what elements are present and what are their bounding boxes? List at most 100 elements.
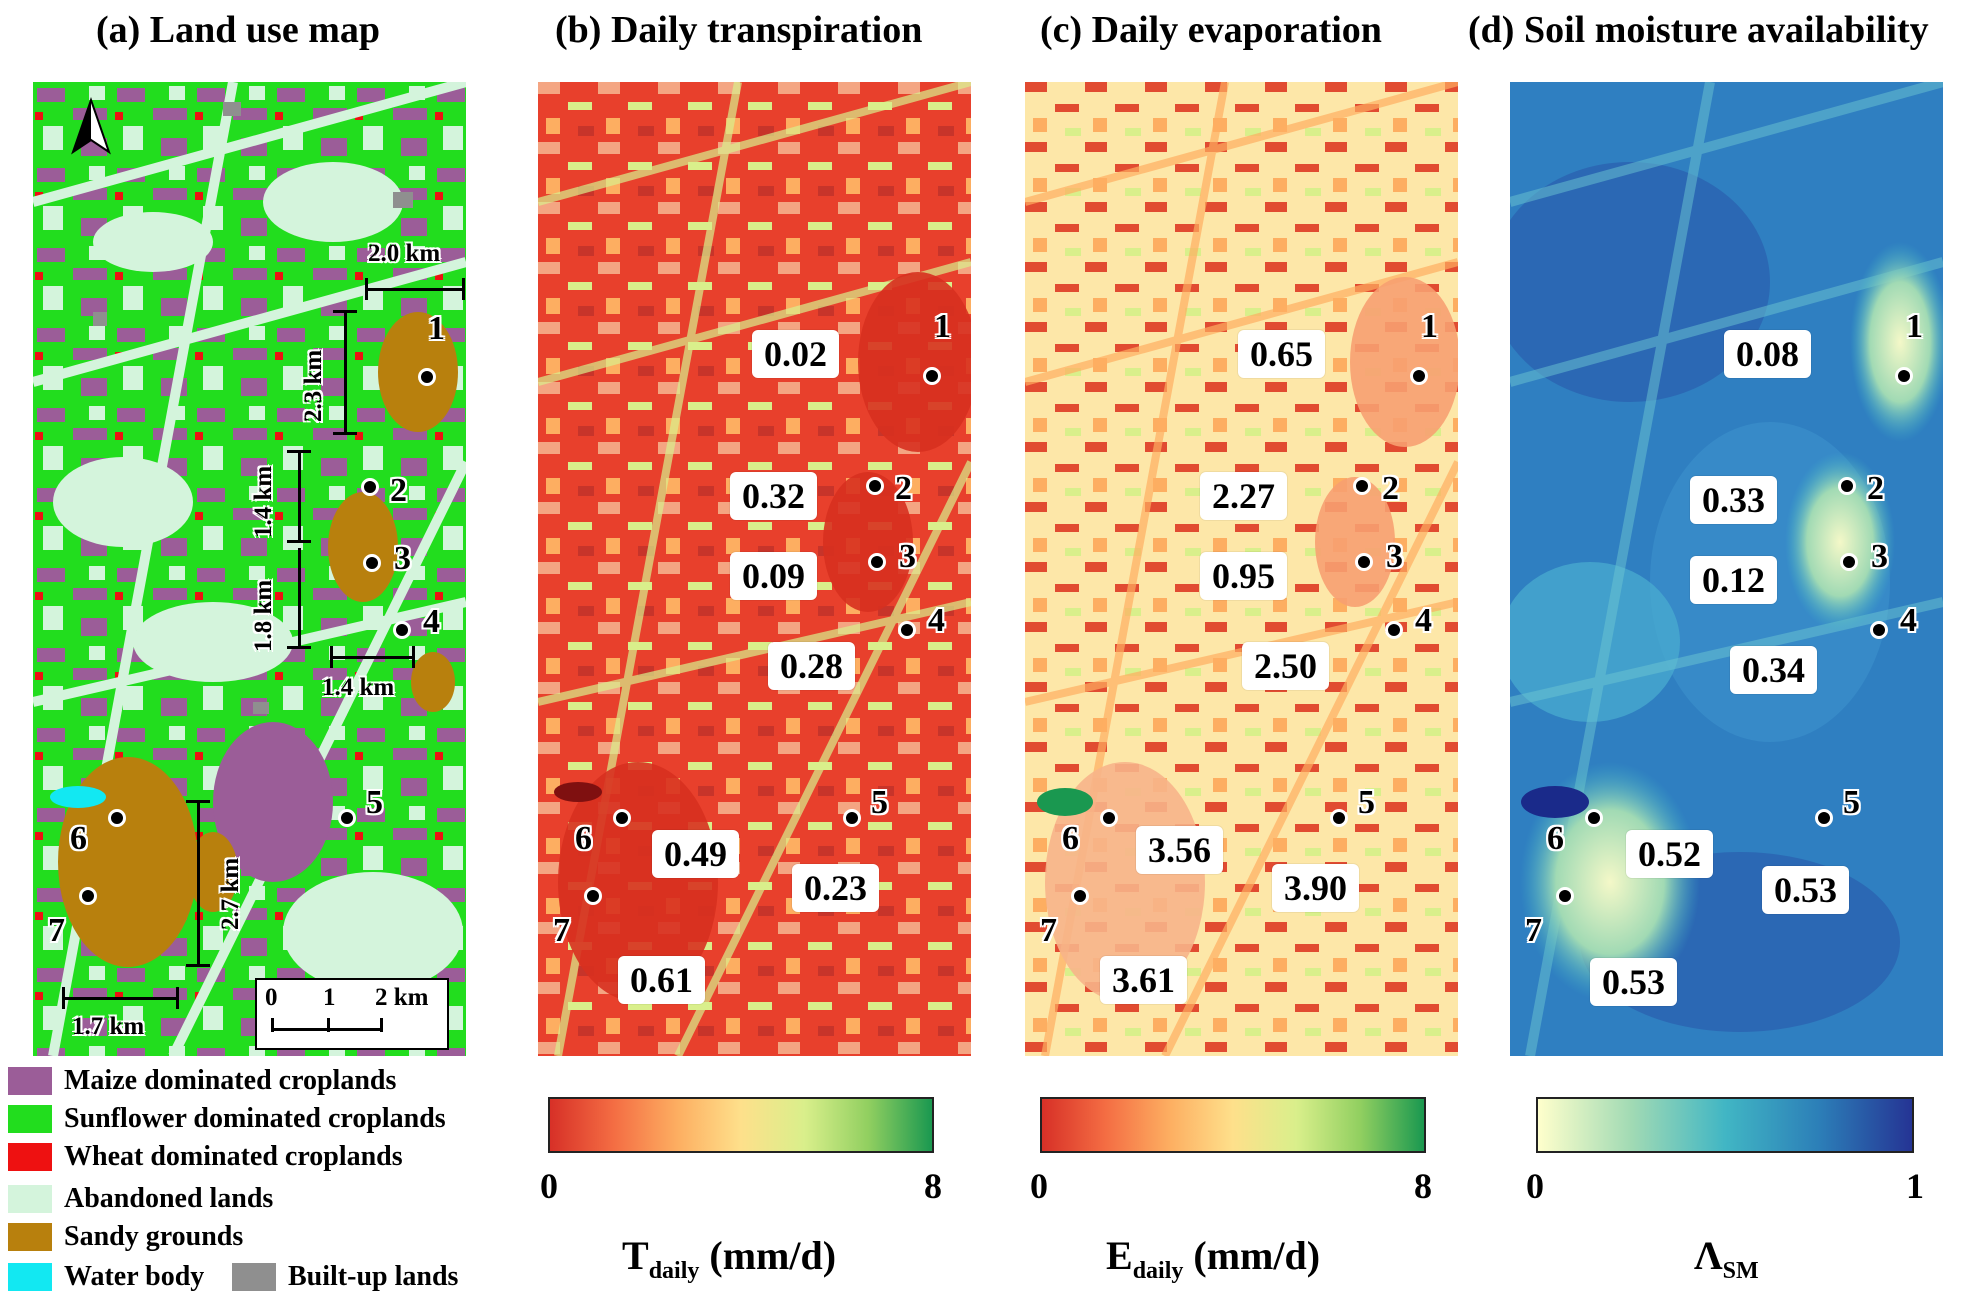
legend-label: Maize dominated croplands bbox=[64, 1065, 397, 1096]
site-number: 1 bbox=[428, 310, 445, 347]
panel-c-title: (c) Daily evaporation bbox=[1040, 9, 1382, 51]
colorbar-max-label: 8 bbox=[1414, 1166, 1432, 1206]
legend-item: Maize dominated croplands bbox=[8, 1065, 397, 1096]
distance-label: 1.4 km bbox=[250, 465, 277, 538]
legend-swatch bbox=[8, 1067, 52, 1095]
transpiration-value: 0.28 bbox=[768, 642, 855, 690]
legend-label: Sandy grounds bbox=[64, 1221, 244, 1252]
distance-bar bbox=[287, 646, 311, 649]
label-main: Λ bbox=[1694, 1233, 1723, 1278]
site-marker bbox=[363, 554, 381, 572]
site-number: 3 bbox=[394, 540, 411, 577]
soil-moisture-value: 0.34 bbox=[1730, 646, 1817, 694]
soil-moisture-colorbar bbox=[1536, 1097, 1914, 1153]
distance-bar bbox=[186, 800, 210, 803]
evaporation-colorbar-label: Edaily (mm/d) bbox=[1106, 1232, 1320, 1285]
site-number: 5 bbox=[871, 784, 888, 821]
site-number: 6 bbox=[575, 820, 592, 857]
site-number: 5 bbox=[1843, 784, 1860, 821]
legend-label: Abandoned lands bbox=[64, 1183, 274, 1214]
legend-item: Sandy grounds bbox=[8, 1221, 244, 1252]
legend-item: Abandoned lands bbox=[8, 1183, 274, 1214]
label-sub: SM bbox=[1722, 1258, 1759, 1284]
site-number: 2 bbox=[390, 472, 407, 509]
colorbar-min-label: 0 bbox=[1030, 1166, 1048, 1206]
label-main: E bbox=[1106, 1233, 1133, 1278]
distance-bar bbox=[62, 997, 179, 1000]
site-marker bbox=[1870, 621, 1888, 639]
distance-label: 1.4 km bbox=[322, 674, 395, 701]
site-marker bbox=[418, 368, 436, 386]
site-marker bbox=[613, 809, 631, 827]
distance-bar bbox=[298, 450, 301, 542]
transpiration-value: 0.32 bbox=[730, 472, 817, 520]
site-number: 5 bbox=[1358, 784, 1375, 821]
site-marker bbox=[868, 553, 886, 571]
transpiration-value: 0.23 bbox=[792, 864, 879, 912]
land-use-map bbox=[33, 82, 466, 1056]
site-marker bbox=[1385, 621, 1403, 639]
scale-tick-0: 0 bbox=[265, 984, 278, 1011]
distance-bar bbox=[197, 800, 200, 966]
site-marker bbox=[843, 809, 861, 827]
legend-swatch bbox=[8, 1185, 52, 1213]
soil-moisture-value: 0.53 bbox=[1590, 958, 1677, 1006]
distance-bar bbox=[330, 646, 333, 668]
site-number: 2 bbox=[1382, 470, 1399, 507]
distance-bar bbox=[333, 310, 357, 313]
site-marker bbox=[1353, 477, 1371, 495]
site-marker bbox=[79, 887, 97, 905]
scale-bar: 0 1 2 km bbox=[255, 978, 449, 1050]
scale-line bbox=[271, 1018, 274, 1032]
soil-moisture-value: 0.52 bbox=[1626, 830, 1713, 878]
soil-moisture-colorbar-label: ΛSM bbox=[1694, 1232, 1759, 1285]
distance-bar bbox=[330, 656, 414, 659]
evaporation-value: 3.56 bbox=[1136, 826, 1223, 874]
transpiration-value: 0.61 bbox=[618, 956, 705, 1004]
distance-bar bbox=[298, 548, 301, 648]
distance-bar bbox=[365, 288, 465, 291]
legend-label: Wheat dominated croplands bbox=[64, 1141, 403, 1172]
evaporation-colorbar bbox=[1040, 1097, 1426, 1153]
site-number: 6 bbox=[1547, 820, 1564, 857]
panel-d-title: (d) Soil moisture availability bbox=[1468, 9, 1929, 51]
soil-moisture-value: 0.53 bbox=[1762, 866, 1849, 914]
site-marker bbox=[338, 809, 356, 827]
site-number: 3 bbox=[1386, 538, 1403, 575]
colorbar-min-label: 0 bbox=[1526, 1166, 1544, 1206]
site-number: 2 bbox=[895, 470, 912, 507]
distance-bar bbox=[462, 278, 465, 300]
site-marker bbox=[361, 478, 379, 496]
site-number: 6 bbox=[70, 820, 87, 857]
site-number: 6 bbox=[1062, 820, 1079, 857]
scale-line bbox=[327, 1018, 330, 1032]
distance-bar bbox=[176, 987, 179, 1009]
site-marker bbox=[1895, 367, 1913, 385]
distance-label: 2.0 km bbox=[368, 240, 441, 267]
soil-moisture-value: 0.12 bbox=[1690, 556, 1777, 604]
evaporation-value: 3.90 bbox=[1272, 864, 1359, 912]
transpiration-value: 0.02 bbox=[752, 330, 839, 378]
distance-bar bbox=[344, 310, 347, 435]
label-sub: daily bbox=[1132, 1258, 1184, 1284]
site-marker bbox=[1355, 553, 1373, 571]
label-sub: daily bbox=[648, 1258, 700, 1284]
legend-item: Water body bbox=[8, 1261, 204, 1292]
legend-swatch bbox=[8, 1263, 52, 1291]
site-number: 1 bbox=[1421, 308, 1438, 345]
legend-item: Built-up lands bbox=[232, 1261, 458, 1292]
site-marker bbox=[393, 621, 411, 639]
transpiration-value: 0.09 bbox=[730, 552, 817, 600]
distance-bar bbox=[287, 450, 311, 453]
site-marker bbox=[1071, 887, 1089, 905]
site-number: 4 bbox=[1415, 602, 1432, 639]
evaporation-value: 3.61 bbox=[1100, 956, 1187, 1004]
panel-b-title: (b) Daily transpiration bbox=[555, 9, 923, 51]
panel-a-title: (a) Land use map bbox=[96, 9, 380, 51]
legend-item: Wheat dominated croplands bbox=[8, 1141, 403, 1172]
site-number: 3 bbox=[899, 538, 916, 575]
label-unit: (mm/d) bbox=[699, 1233, 837, 1278]
distance-bar bbox=[365, 278, 368, 300]
label-main: T bbox=[622, 1233, 649, 1278]
site-marker bbox=[1838, 477, 1856, 495]
